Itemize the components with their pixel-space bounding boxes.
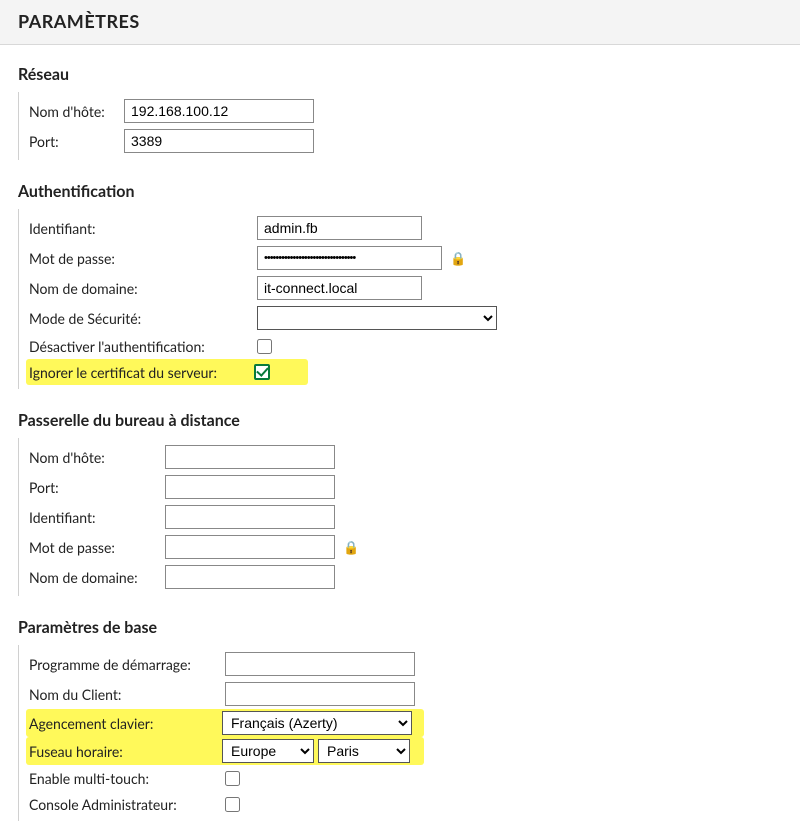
checkbox-base-multitouch[interactable]	[225, 771, 240, 786]
row-base-startup: Programme de démarrage:	[29, 649, 782, 679]
settings-content: Réseau Nom d'hôte: Port: Authentificatio…	[0, 45, 800, 831]
row-network-hostname: Nom d'hôte:	[29, 96, 782, 126]
input-gw-hostname[interactable]	[165, 445, 335, 469]
label-auth-ignore-cert: Ignorer le certificat du serveur:	[29, 364, 254, 381]
row-base-client-name: Nom du Client:	[29, 679, 782, 709]
label-network-hostname: Nom d'hôte:	[29, 103, 124, 120]
label-auth-username: Identifiant:	[29, 220, 257, 237]
row-gw-password: Mot de passe: 🔒	[29, 532, 782, 562]
input-gw-password[interactable]	[165, 535, 335, 559]
section-base: Programme de démarrage: Nom du Client: A…	[18, 645, 782, 821]
row-gw-port: Port:	[29, 472, 782, 502]
lock-icon: 🔒	[343, 539, 359, 556]
input-auth-password[interactable]	[257, 246, 442, 270]
label-auth-password: Mot de passe:	[29, 250, 257, 267]
label-auth-domain: Nom de domaine:	[29, 280, 257, 297]
label-gw-port: Port:	[29, 479, 165, 496]
label-gw-username: Identifiant:	[29, 509, 165, 526]
row-auth-disable-auth: Désactiver l'authentification:	[29, 333, 782, 359]
label-gw-hostname: Nom d'hôte:	[29, 449, 165, 466]
page-title: PARAMÈTRES	[18, 10, 782, 32]
row-gw-username: Identifiant:	[29, 502, 782, 532]
section-title-auth: Authentification	[18, 182, 782, 201]
section-network: Nom d'hôte: Port:	[18, 92, 782, 160]
label-base-startup: Programme de démarrage:	[29, 656, 225, 673]
row-base-keyboard: Agencement clavier: Français (Azerty)	[26, 709, 424, 737]
label-gw-password: Mot de passe:	[29, 539, 165, 556]
input-base-client-name[interactable]	[225, 682, 415, 706]
row-base-console-admin: Console Administrateur:	[29, 791, 782, 817]
input-gw-domain[interactable]	[165, 565, 335, 589]
section-title-gateway: Passerelle du bureau à distance	[18, 411, 782, 430]
label-auth-disable-auth: Désactiver l'authentification:	[29, 338, 257, 355]
input-gw-port[interactable]	[165, 475, 335, 499]
row-base-multitouch: Enable multi-touch:	[29, 765, 782, 791]
row-gw-domain: Nom de domaine:	[29, 562, 782, 592]
row-auth-ignore-cert: Ignorer le certificat du serveur:	[26, 359, 308, 385]
select-base-timezone-city[interactable]: Paris	[318, 739, 410, 763]
label-base-timezone: Fuseau horaire:	[29, 743, 222, 760]
input-network-hostname[interactable]	[124, 99, 314, 123]
page-header: PARAMÈTRES	[0, 0, 800, 45]
label-base-multitouch: Enable multi-touch:	[29, 770, 225, 787]
label-gw-domain: Nom de domaine:	[29, 569, 165, 586]
section-gateway: Nom d'hôte: Port: Identifiant: Mot de pa…	[18, 438, 782, 596]
label-auth-security-mode: Mode de Sécurité:	[29, 310, 257, 327]
select-auth-security-mode[interactable]	[257, 306, 497, 330]
row-base-timezone: Fuseau horaire: Europe Paris	[26, 737, 424, 765]
row-auth-password: Mot de passe: 🔒	[29, 243, 782, 273]
row-auth-username: Identifiant:	[29, 213, 782, 243]
checkbox-base-console-admin[interactable]	[225, 797, 240, 812]
input-base-startup[interactable]	[225, 652, 415, 676]
checkbox-auth-disable-auth[interactable]	[257, 339, 272, 354]
row-auth-security-mode: Mode de Sécurité:	[29, 303, 782, 333]
label-base-keyboard: Agencement clavier:	[29, 715, 222, 732]
select-base-keyboard[interactable]: Français (Azerty)	[222, 711, 412, 735]
input-network-port[interactable]	[124, 129, 314, 153]
input-auth-domain[interactable]	[257, 276, 422, 300]
label-base-console-admin: Console Administrateur:	[29, 796, 225, 813]
checkbox-auth-ignore-cert[interactable]	[254, 364, 270, 380]
section-title-base: Paramètres de base	[18, 618, 782, 637]
select-base-timezone-region[interactable]: Europe	[222, 739, 314, 763]
section-auth: Identifiant: Mot de passe: 🔒 Nom de doma…	[18, 209, 782, 389]
row-gw-hostname: Nom d'hôte:	[29, 442, 782, 472]
lock-icon: 🔒	[450, 250, 466, 267]
row-network-port: Port:	[29, 126, 782, 156]
row-auth-domain: Nom de domaine:	[29, 273, 782, 303]
input-gw-username[interactable]	[165, 505, 335, 529]
label-network-port: Port:	[29, 133, 124, 150]
section-title-network: Réseau	[18, 65, 782, 84]
input-auth-username[interactable]	[257, 216, 422, 240]
label-base-client-name: Nom du Client:	[29, 686, 225, 703]
